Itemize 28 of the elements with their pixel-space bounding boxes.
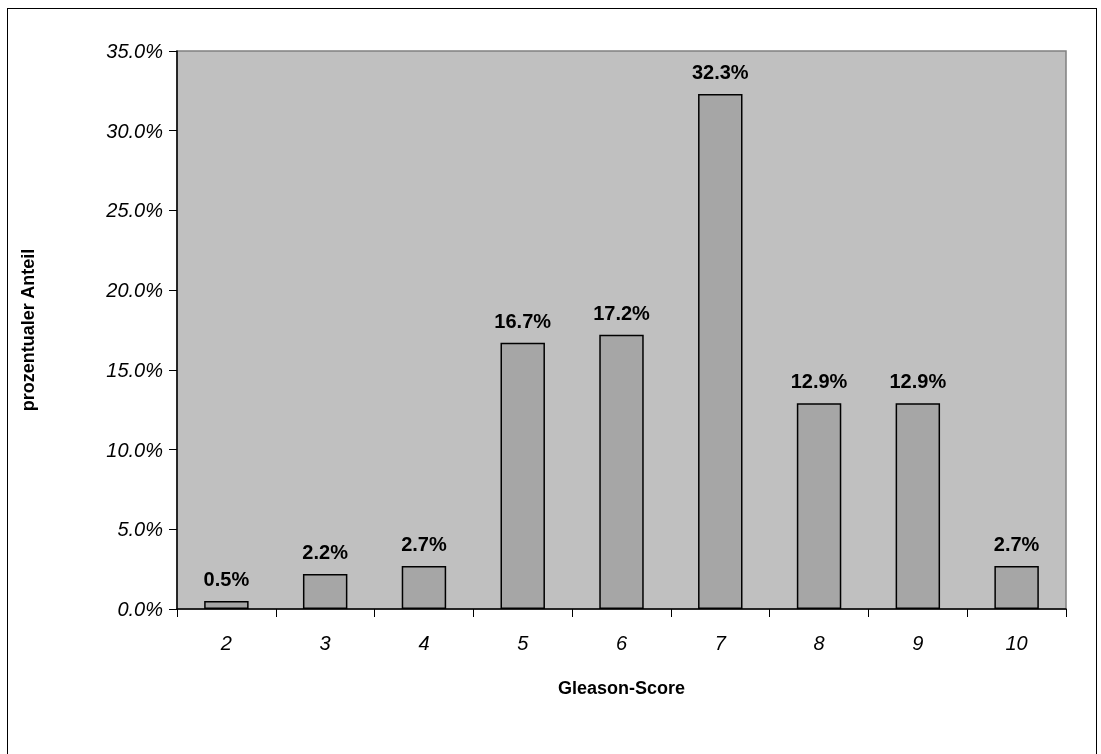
x-tick-label: 9 [912, 632, 924, 654]
x-tick-label: 2 [219, 632, 232, 654]
data-label: 2.7% [401, 532, 447, 555]
y-tick-label: 15.0% [106, 358, 163, 381]
data-label: 16.7% [494, 309, 552, 332]
data-label: 0.5% [203, 568, 250, 591]
data-label: 17.2% [593, 301, 651, 324]
x-tick-label: 3 [319, 632, 331, 654]
x-tick-label: 10 [1005, 632, 1028, 654]
data-label: 2.7% [993, 532, 1040, 555]
y-tick-label: 0.0% [117, 598, 163, 620]
data-label: 2.2% [302, 540, 349, 563]
y-tick-label: 10.0% [106, 438, 163, 461]
x-tick-label: 6 [615, 632, 628, 654]
data-label: 12.9% [790, 370, 848, 393]
x-tick-label: 4 [418, 632, 430, 654]
x-tick-label: 5 [517, 632, 530, 654]
y-tick-label: 35.0% [106, 40, 163, 62]
y-axis-title: prozentualer Anteil [18, 248, 38, 412]
y-tick-label: 25.0% [105, 199, 163, 222]
x-tick-label: 7 [714, 632, 727, 654]
y-tick-label: 30.0% [106, 119, 163, 142]
x-tick-label: 8 [813, 632, 825, 654]
y-tick-label: 20.0% [105, 279, 163, 302]
y-tick-label: 5.0% [117, 518, 163, 541]
data-label: 32.3% [691, 61, 749, 84]
data-label: 12.9% [889, 370, 947, 393]
x-axis-title: Gleason-Score [557, 678, 686, 698]
